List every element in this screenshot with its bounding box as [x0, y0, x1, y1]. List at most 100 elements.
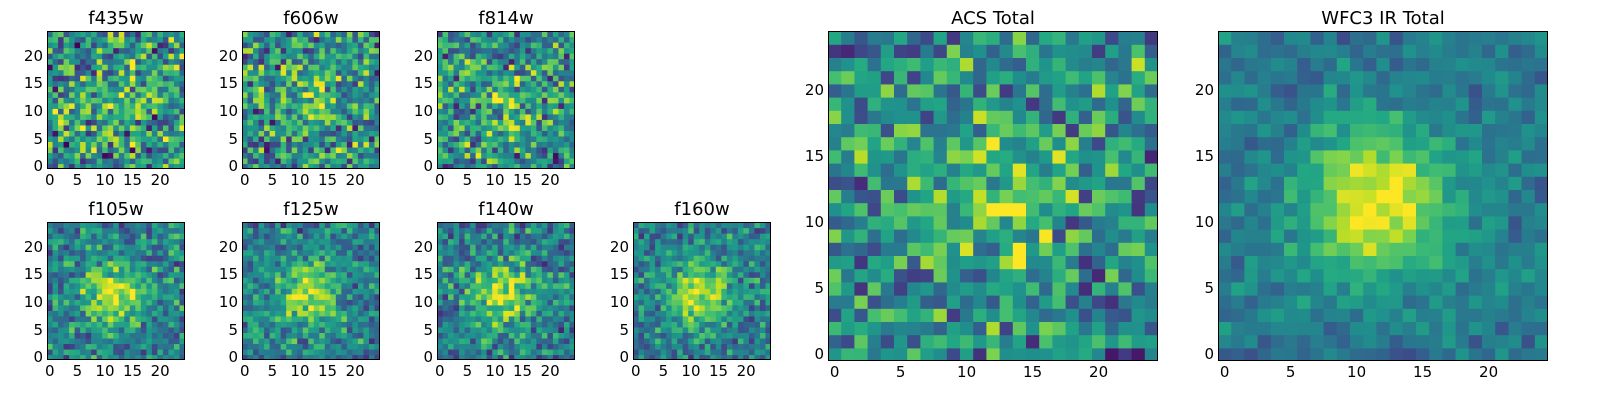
heatmap-cell: [536, 152, 543, 159]
heatmap-cell: [324, 288, 331, 295]
heatmap-cell: [514, 108, 521, 115]
heatmap-cell: [162, 53, 170, 60]
heatmap-cell: [960, 83, 974, 98]
heatmap-cell: [269, 326, 276, 333]
heatmap-cell: [74, 299, 81, 306]
heatmap-cell: [302, 260, 309, 267]
heatmap-cell: [552, 304, 560, 311]
heatmap-cell: [173, 69, 181, 76]
heatmap-cell: [352, 233, 359, 240]
heatmap-cell: [313, 152, 320, 159]
heatmap-cell: [168, 69, 175, 76]
heatmap-cell: [173, 299, 181, 306]
heatmap-cell: [677, 271, 684, 278]
heatmap-cell: [168, 332, 175, 339]
heatmap-cell: [726, 271, 733, 278]
heatmap-cell: [374, 157, 380, 165]
heatmap-cell: [324, 348, 331, 356]
heatmap-cell: [113, 260, 120, 267]
heatmap-cell: [258, 47, 265, 54]
heatmap-cell: [442, 332, 449, 339]
heatmap-cell: [58, 141, 65, 148]
heatmap-cell: [660, 277, 667, 284]
heatmap-cell: [47, 326, 54, 333]
heatmap-cell: [920, 136, 935, 151]
heatmap-cell: [508, 130, 515, 137]
heatmap-cell: [563, 299, 571, 306]
heatmap-cell: [854, 97, 869, 111]
heatmap-cell: [1078, 123, 1093, 138]
heatmap-cell: [497, 42, 504, 49]
heatmap-cell: [52, 97, 59, 104]
heatmap-cell: [129, 108, 136, 115]
heatmap-cell: [118, 233, 125, 240]
heatmap-cell: [129, 310, 136, 317]
heatmap-cell: [525, 299, 532, 306]
heatmap-cell: [346, 282, 353, 289]
f435w-x-tick-label: 15: [123, 171, 143, 189]
heatmap-cell: [508, 244, 515, 251]
heatmap-cell: [162, 266, 170, 273]
heatmap-cell: [481, 152, 488, 159]
heatmap-cell: [552, 42, 560, 49]
heatmap-cell: [291, 315, 298, 322]
heatmap-cell: [173, 233, 181, 240]
heatmap-cell: [124, 102, 131, 109]
heatmap-cell: [286, 304, 293, 311]
heatmap-cell: [655, 260, 662, 267]
heatmap-cell: [302, 233, 309, 240]
heatmap-cell: [264, 315, 271, 322]
heatmap-cell: [960, 308, 974, 322]
heatmap-cell: [442, 91, 449, 98]
heatmap-cell: [453, 337, 460, 345]
heatmap-cell: [1092, 242, 1106, 256]
heatmap-cell: [63, 343, 70, 350]
heatmap-cell: [907, 136, 921, 151]
heatmap-cell: [135, 266, 142, 273]
heatmap-cell: [313, 227, 320, 234]
heatmap-cell: [297, 75, 304, 82]
heatmap-cell: [960, 268, 974, 283]
heatmap-cell: [80, 332, 87, 339]
heatmap-cell: [140, 227, 147, 234]
heatmap-cell: [63, 152, 70, 159]
heatmap-cell: [1039, 347, 1053, 361]
heatmap-cell: [464, 75, 471, 82]
heatmap-cell: [682, 227, 689, 234]
heatmap-cell: [157, 47, 164, 54]
heatmap-cell: [920, 229, 935, 243]
heatmap-cell: [63, 53, 70, 60]
heatmap-cell: [324, 91, 331, 98]
f435w-y-tick-label: 5: [33, 129, 43, 148]
heatmap-cell: [1065, 347, 1080, 361]
heatmap-cell: [346, 152, 353, 159]
heatmap-cell: [486, 238, 493, 245]
heatmap-cell: [140, 315, 147, 322]
heatmap-cell: [129, 288, 136, 295]
heatmap-cell: [368, 69, 376, 76]
heatmap-cell: [459, 244, 466, 251]
heatmap-cell: [503, 97, 510, 104]
heatmap-cell: [330, 53, 337, 60]
heatmap-cell: [374, 53, 380, 60]
heatmap-cell: [558, 321, 565, 328]
heatmap-cell: [107, 47, 114, 54]
heatmap-cell: [448, 146, 455, 154]
heatmap-cell: [162, 163, 170, 169]
heatmap-cell: [302, 354, 309, 360]
heatmap-cell: [999, 295, 1014, 309]
heatmap-cell: [1131, 295, 1146, 309]
heatmap-cell: [880, 176, 895, 190]
heatmap-cell: [503, 42, 510, 49]
heatmap-cell: [363, 108, 370, 115]
heatmap-cell: [437, 227, 444, 234]
heatmap-cell: [854, 110, 869, 124]
heatmap-cell: [264, 119, 271, 126]
heatmap-cell: [748, 337, 756, 345]
heatmap-cell: [644, 337, 651, 345]
heatmap-cell: [291, 119, 298, 126]
heatmap-cell: [96, 42, 103, 49]
heatmap-cell: [352, 348, 359, 356]
heatmap-cell: [437, 321, 444, 328]
heatmap-cell: [448, 326, 455, 333]
